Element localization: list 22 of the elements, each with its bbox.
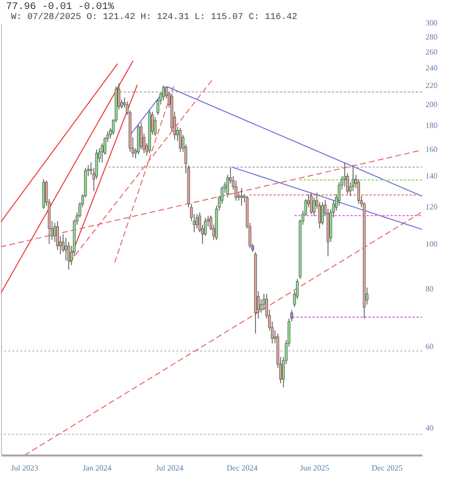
y-tick-label: 280: [426, 32, 438, 42]
y-tick-label: 140: [426, 172, 438, 181]
y-tick-label: 200: [426, 100, 438, 110]
y-tick-label: 40: [426, 424, 434, 433]
y-tick-label: 120: [426, 202, 438, 212]
y-tick-label: 60: [426, 342, 434, 352]
y-tick-label: 260: [426, 47, 438, 56]
y-tick-label: 220: [426, 80, 438, 90]
x-tick-label: Dec 2025: [372, 464, 402, 472]
y-tick-label: 80: [426, 284, 434, 294]
chart-title: 77.96 -0.01 -0.01%: [6, 2, 114, 13]
x-tick-label: Dec 2024: [226, 464, 258, 472]
chart-subtitle: W: 07/28/2025 O: 121.42 H: 124.31 L: 115.07 C: 116.42: [11, 12, 298, 23]
x-tick-label: Jul 2024: [156, 464, 184, 472]
y-tick-label: 240: [426, 63, 438, 72]
x-tick-label: Jan 2024: [82, 464, 112, 472]
y-tick-label: 100: [426, 239, 438, 248]
x-tick-label: Jun 2025: [300, 464, 330, 472]
y-tick-label: 160: [426, 144, 438, 154]
y-tick-label: 300: [426, 18, 438, 28]
x-tick-label: Jul 2023: [10, 464, 38, 472]
y-tick-label: 180: [426, 121, 438, 130]
